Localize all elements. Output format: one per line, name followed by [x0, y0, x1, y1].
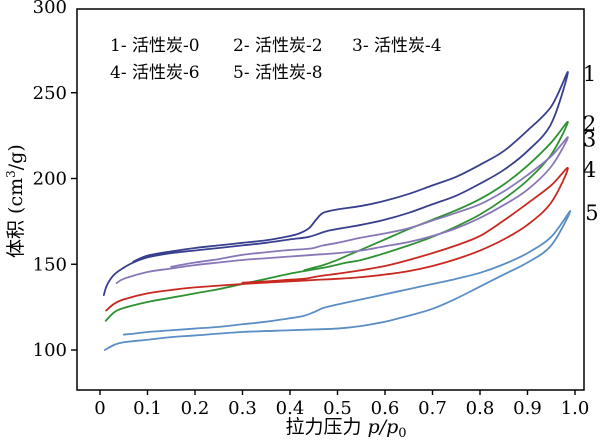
legend-item-3: 3- 活性炭-4 — [352, 36, 442, 56]
y-axis-title: 体积 (cm3/g) — [4, 144, 27, 258]
x-tick-label: 0.5 — [323, 398, 352, 419]
x-axis-title: 拉力压力 p/p0 — [286, 416, 407, 441]
legend-item-2: 2- 活性炭-2 — [233, 36, 323, 56]
x-tick-label: 0.8 — [466, 398, 495, 419]
curve-end-label-5: 5 — [585, 201, 598, 225]
x-tick-label: 0 — [94, 398, 105, 419]
y-tick-label: 250 — [33, 83, 67, 104]
curve-5-活性炭-8 — [103, 210, 572, 351]
x-tick-label: 0.6 — [371, 398, 400, 419]
curve-3-活性炭-4 — [115, 136, 569, 285]
x-tick-label: 0.3 — [228, 398, 257, 419]
x-tick-label: 0.2 — [181, 398, 210, 419]
x-tick-label: 0.9 — [513, 398, 542, 419]
y-tick-label: 200 — [33, 169, 67, 190]
plot-border — [76, 8, 585, 391]
plot-frame — [76, 8, 585, 391]
x-tick-label: 0.4 — [276, 398, 305, 419]
curve-end-label-3: 3 — [583, 127, 596, 151]
legend-item-5: 5- 活性炭-8 — [233, 63, 323, 83]
curve-end-label-1: 1 — [583, 62, 596, 86]
curve-2-活性炭-2 — [104, 121, 569, 322]
x-tick-label: 0.7 — [418, 398, 447, 419]
axis-ticks — [71, 92, 576, 395]
axis-titles: 拉力压力 p/p0 体积 (cm3/g) — [4, 144, 407, 441]
curve-1-活性炭-0 — [102, 71, 569, 297]
tick-labels: 0 0.1 0.2 0.3 0.4 0.5 0.6 0.7 0.8 0.9 1.0 300 250 200… — [33, 0, 590, 419]
x-tick-label: 0.1 — [133, 398, 162, 419]
legend-item-4: 4- 活性炭-6 — [110, 63, 200, 83]
y-tick-label: 300 — [33, 0, 67, 18]
isotherm-curves — [102, 71, 572, 351]
y-tick-label: 100 — [33, 340, 67, 361]
curve-end-label-4: 4 — [583, 158, 596, 182]
legend-item-1: 1- 活性炭-0 — [110, 36, 200, 56]
y-tick-label: 150 — [33, 254, 67, 275]
curve-4-活性炭-6 — [105, 166, 569, 312]
legend: 1- 活性炭-0 2- 活性炭-2 3- 活性炭-4 4- 活性炭-6 5- 活性炭-8 — [110, 36, 442, 83]
x-tick-label: 1.0 — [561, 398, 590, 419]
curve-end-label-2: 2 — [583, 112, 596, 136]
